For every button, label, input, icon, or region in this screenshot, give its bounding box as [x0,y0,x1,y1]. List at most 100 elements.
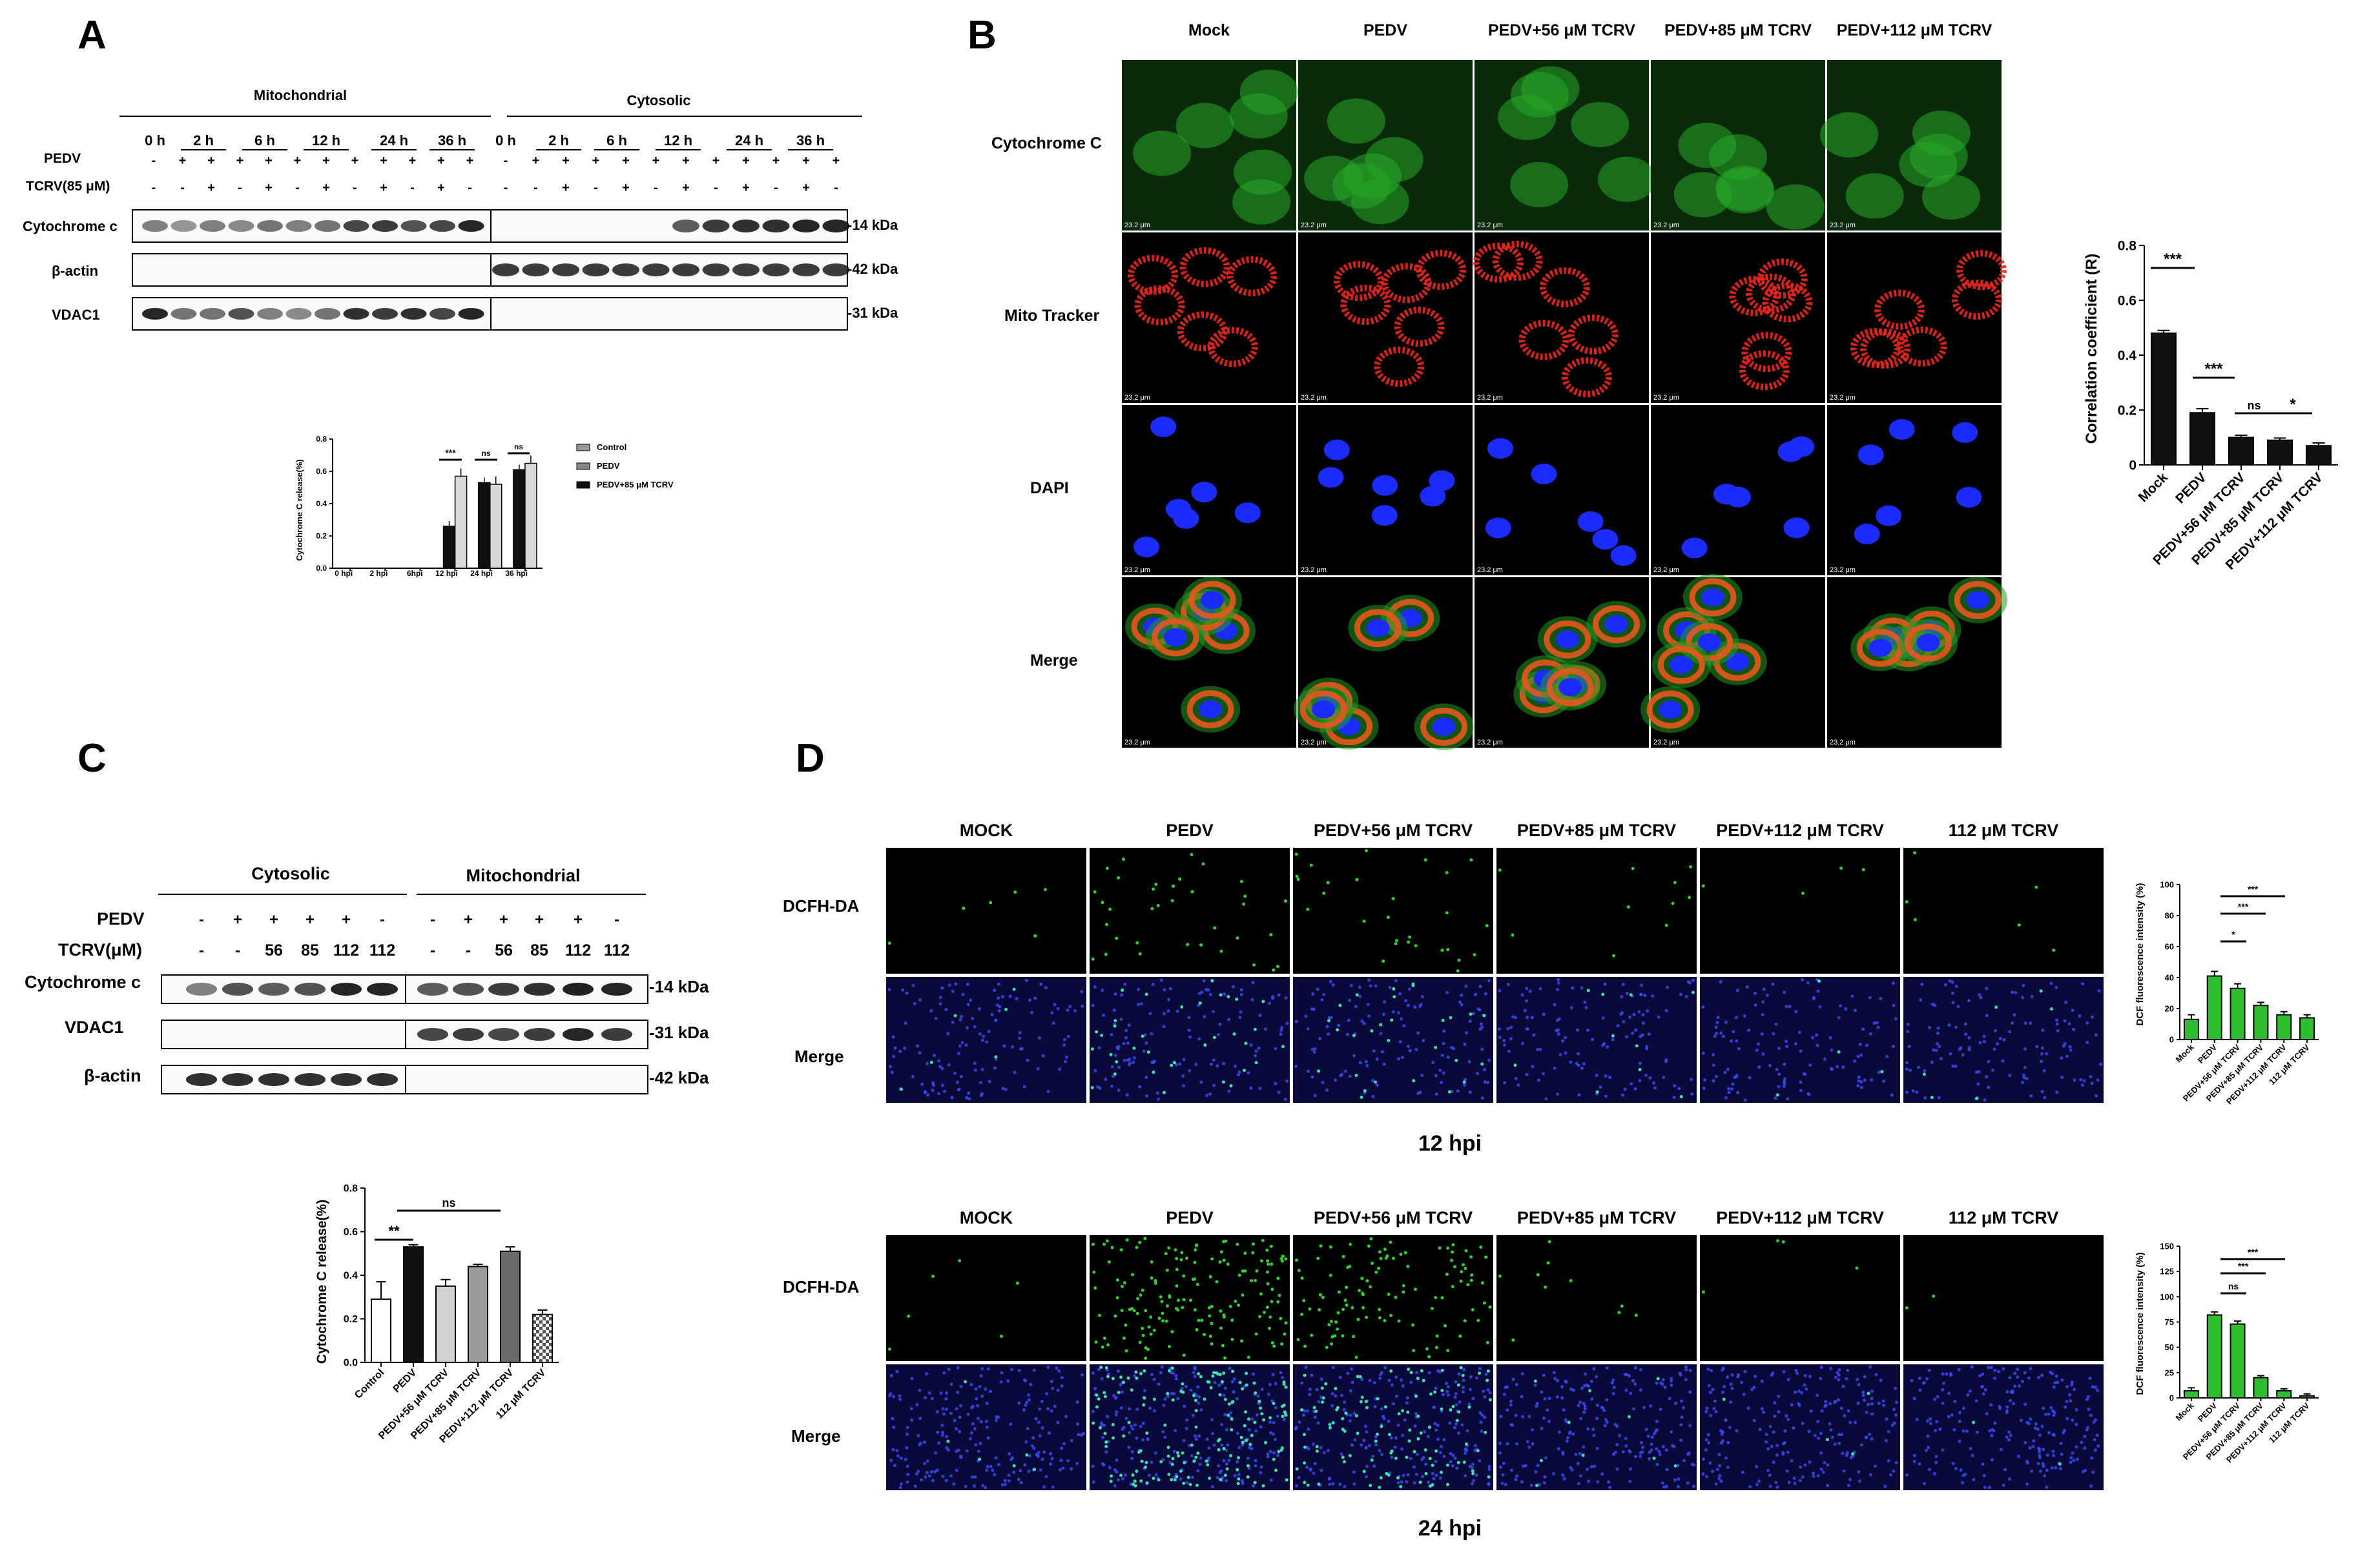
nucleus-dot [1724,1096,1728,1100]
blot-band [295,983,326,996]
nucleus-dot [1932,1003,1936,1007]
nucleus-dot [1803,1463,1807,1467]
nucleus-dot [1126,1041,1130,1045]
tcrv-sign: + [742,181,750,195]
nucleus-dot [944,1397,948,1401]
nucleus-dot [1044,986,1048,990]
nucleus-dot [2060,1056,2064,1060]
nucleus-dot [1011,1456,1015,1460]
d-chart2-ylabel: DCF fluorescence intensity (%) [2135,1253,2146,1395]
nucleus-dot [1500,1481,1504,1485]
dcf-signal-dot [1365,1279,1369,1283]
mitochondria [1593,605,1640,644]
mitochondria [1420,708,1468,746]
cell-cytoplasm [1716,168,1775,214]
nucleus-dot [1166,998,1170,1001]
y-tick-label: 0 [2169,1393,2174,1403]
nucleus-dot [2051,1433,2055,1437]
nucleus-dot [1782,990,1786,994]
pedv-sign: + [380,154,388,168]
dcf-signal-dot [1689,865,1693,869]
nucleus-dot [1306,1027,1310,1031]
dcf-signal-dot [1586,989,1590,992]
nucleus-dot [1380,1407,1383,1411]
nucleus-dot [1853,1059,1857,1063]
nucleus-dot [1469,1388,1473,1391]
dcf-signal-dot [1308,1307,1312,1311]
nucleus-dot [1125,1093,1129,1097]
blot-band [228,220,254,232]
dcf-signal-dot [1144,1465,1148,1469]
nucleus-dot [1360,1443,1363,1447]
dcf-signal-dot [1175,1257,1179,1260]
blot-band [171,220,197,232]
dcf-signal-dot [1109,1479,1113,1483]
nucleus-dot [1639,1368,1643,1371]
dcf-signal-dot [1440,1368,1444,1372]
nucleus-dot [946,1448,950,1452]
nucleus-dot [1870,1390,1874,1393]
dcf-signal-dot [1343,1430,1347,1433]
nucleus-dot [1965,1430,1969,1433]
nucleus-dot [1391,1010,1395,1014]
nucleus-dot [1990,1458,1994,1462]
dcf-signal-dot [1149,1332,1153,1336]
nucleus-dot [971,1422,975,1426]
nucleus-dot [1794,1010,1798,1014]
dcf-signal-dot [1223,1356,1226,1360]
dcf-signal-dot [1228,1304,1232,1308]
nucleus-dot [1259,1465,1263,1469]
nucleus-dot [1135,1436,1139,1440]
nucleus-dot [1810,1036,1814,1040]
nucleus-dot [1841,1452,1845,1455]
x-tick-label: 36 hpi [505,569,528,578]
nucleus-dot [1666,985,1670,989]
nucleus-dot [2031,1444,2035,1448]
x-tick-label: 112 μM TCRV [2267,1400,2312,1445]
nucleus-dot [1542,1373,1546,1377]
nucleus-dot [1816,1474,1820,1478]
nucleus-dot [1484,1373,1488,1377]
nucleus [1558,678,1582,697]
dcf-signal-dot [1338,1003,1342,1007]
nucleus-dot [1407,987,1411,991]
mitochondria [1473,242,1524,283]
micrograph-tile [1903,1235,2104,1361]
nucleus-dot [1692,1463,1696,1467]
nucleus-dot [1591,1038,1595,1041]
nucleus-dot [974,1443,978,1447]
nucleus-dot [1038,1434,1042,1438]
nucleus-dot [1037,1421,1041,1424]
scale-bar-label: 23.2 μm [1653,566,1679,574]
nucleus-dot [1643,994,1647,998]
nucleus-dot [1349,983,1353,987]
nucleus-dot [1162,1012,1166,1016]
nucleus-dot [1865,1043,1868,1047]
nucleus-dot [1547,1419,1551,1423]
nucleus-dot [918,1417,922,1421]
nucleus-dot [910,1377,914,1380]
nucleus-dot [1560,1385,1564,1389]
row-label: Cytochrome C [991,134,1102,152]
nucleus-dot [1331,1482,1335,1486]
nucleus-dot [977,1417,980,1421]
nucleus-dot [1719,980,1723,984]
nucleus-dot [2005,1390,2009,1393]
nucleus-dot [1312,1050,1316,1054]
dcf-signal-dot [1167,1472,1171,1476]
nucleus-dot [1947,1415,1951,1419]
blot-band [612,263,639,276]
nucleus-dot [1735,1039,1739,1043]
nucleus-dot [1013,1071,1017,1074]
nucleus-dot [1480,1413,1484,1417]
column-header: PEDV+85 μM TCRV [1517,1208,1676,1227]
dcf-signal-dot [1335,1408,1339,1411]
nucleus-dot [1400,1017,1403,1021]
dcf-signal-dot [1166,1446,1170,1450]
pedv-sign: - [504,154,508,168]
dcf-signal-dot [1167,1369,1171,1373]
blot-band [601,1028,632,1041]
nucleus-dot [2067,1022,2071,1026]
dcf-signal-dot [1230,1400,1234,1404]
dcf-signal-dot [1581,1453,1585,1457]
